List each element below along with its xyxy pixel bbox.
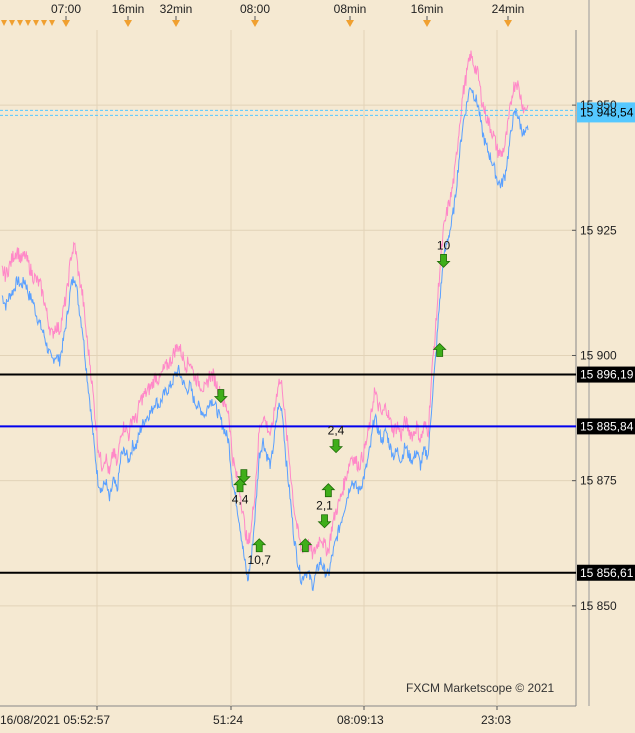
- level-tag: [577, 366, 635, 383]
- time-marker: [1, 20, 7, 26]
- time-marker: [25, 20, 31, 26]
- level-tag: [577, 564, 635, 581]
- buy-arrow-icon: [252, 538, 267, 553]
- top-axis-strip: [0, 0, 576, 30]
- buy-arrow-icon: [233, 478, 248, 493]
- time-marker: [346, 20, 354, 27]
- sell-arrow-icon: [436, 253, 451, 268]
- level-tag-label: 15 856,61: [580, 566, 634, 580]
- level-tag-label: 15 896,19: [580, 368, 634, 382]
- top-time-label: 07:00: [51, 2, 81, 16]
- signal-label: 2,1: [316, 499, 333, 513]
- watermark-text: FXCM Marketscope © 2021: [406, 681, 555, 695]
- time-marker: [124, 20, 132, 27]
- sell-arrow-icon: [317, 514, 332, 529]
- signal-label: 4,4: [232, 493, 249, 507]
- level-tag-label: 15 885,84: [580, 419, 634, 433]
- trade-signals: 4,4 10,7 2,4 2,1 10: [213, 238, 451, 567]
- buy-arrow-icon: [321, 483, 336, 498]
- y-tick-label: 15 950: [580, 98, 617, 112]
- y-tick-label: 15 925: [580, 223, 617, 237]
- top-time-label: 32min: [160, 2, 193, 16]
- buy-arrow-icon: [432, 342, 447, 357]
- top-time-label: 08:00: [240, 2, 270, 16]
- sell-arrow-icon: [329, 439, 343, 454]
- bottom-time-label: 08:09:13: [337, 713, 384, 727]
- time-marker: [504, 20, 512, 27]
- current-price-tag: [577, 102, 635, 123]
- sell-arrow-icon: [213, 389, 228, 404]
- time-marker: [33, 20, 39, 26]
- time-marker: [49, 20, 55, 26]
- top-time-label: 16min: [112, 2, 145, 16]
- time-marker: [41, 20, 47, 26]
- y-tick-label: 15 875: [580, 474, 617, 488]
- top-time-label: 16min: [411, 2, 444, 16]
- signal-label: 10,7: [248, 553, 272, 567]
- top-time-label: 08min: [334, 2, 367, 16]
- buy-arrow-icon: [298, 538, 313, 553]
- bottom-time-axis: 16/08/2021 05:52:57 51:24 08:09:13 23:03: [0, 706, 511, 727]
- y-tick-label: 15 850: [580, 599, 617, 613]
- bottom-time-label: 16/08/2021 05:52:57: [0, 713, 110, 727]
- time-marker: [172, 20, 180, 27]
- time-marker: [62, 20, 70, 27]
- current-price-label: 15 948,54: [580, 105, 634, 119]
- y-tick-label: 15 900: [580, 348, 617, 362]
- time-marker: [17, 20, 23, 26]
- horizontal-levels: 15 896,19 15 885,84 15 856,61 15 948,54: [0, 102, 635, 581]
- price-axis: 15 850 15 875 15 900 15 925 15 950: [572, 98, 617, 613]
- signal-label: 10: [437, 238, 451, 252]
- bottom-time-label: 23:03: [481, 713, 511, 727]
- bottom-time-label: 51:24: [213, 713, 243, 727]
- signal-label: 2,4: [328, 424, 345, 438]
- top-time-axis: 07:00 16min 32min 08:00 08min 16min 24min: [0, 0, 576, 30]
- level-tag: [577, 418, 635, 435]
- time-marker: [423, 20, 431, 27]
- top-time-label: 24min: [492, 2, 525, 16]
- price-line-low: [1, 87, 529, 592]
- time-marker: [251, 20, 259, 27]
- grid-lines: [0, 0, 590, 707]
- time-marker: [9, 20, 15, 26]
